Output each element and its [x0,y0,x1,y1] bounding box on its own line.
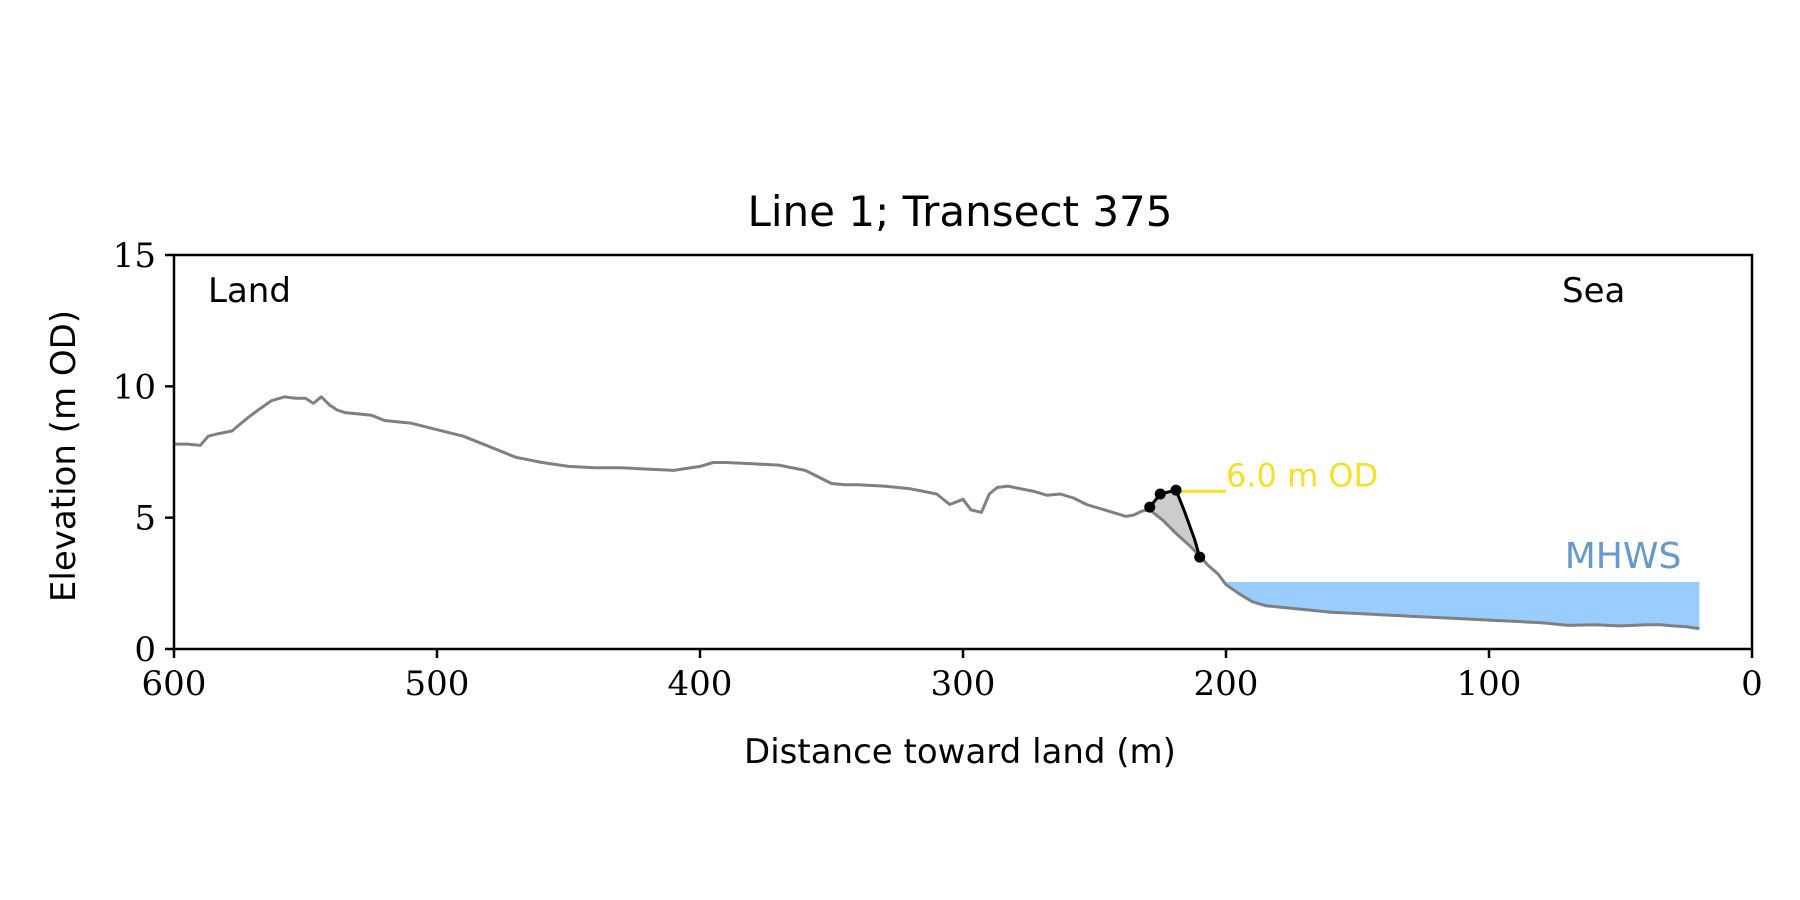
x-tick-label: 600 [142,664,207,704]
axes: 600 500 400 300 200 100 0 0 5 10 15 [113,236,1763,704]
threshold-label: 6.0 m OD [1226,456,1378,494]
y-tick-label: 15 [113,236,156,276]
x-axis-label: Distance toward land (m) [744,732,1176,772]
y-axis-label: Elevation (m OD) [44,310,84,602]
y-tick-label: 0 [134,630,156,670]
cliff-point [1194,551,1206,563]
cliff-point [1170,484,1182,496]
x-tick-label: 400 [668,664,733,704]
chart-title: Line 1; Transect 375 [747,187,1172,236]
y-tick-label: 10 [113,367,156,407]
land-label: Land [208,271,291,311]
x-tick-label: 0 [1741,664,1763,704]
x-tick-label: 200 [1194,664,1259,704]
mhws-label: MHWS [1565,536,1682,577]
sea-label: Sea [1562,271,1625,311]
profile-line [174,395,1700,630]
cliff-point [1144,501,1156,513]
y-tick-label: 5 [134,499,156,539]
x-tick-label: 100 [1457,664,1522,704]
x-tick-label: 300 [931,664,996,704]
mhws-band [1226,582,1700,629]
cliff-point [1154,488,1166,500]
plot-area: MHWS 6.0 m OD [174,395,1700,630]
x-tick-label: 500 [405,664,470,704]
cliff-fill [1149,490,1200,558]
